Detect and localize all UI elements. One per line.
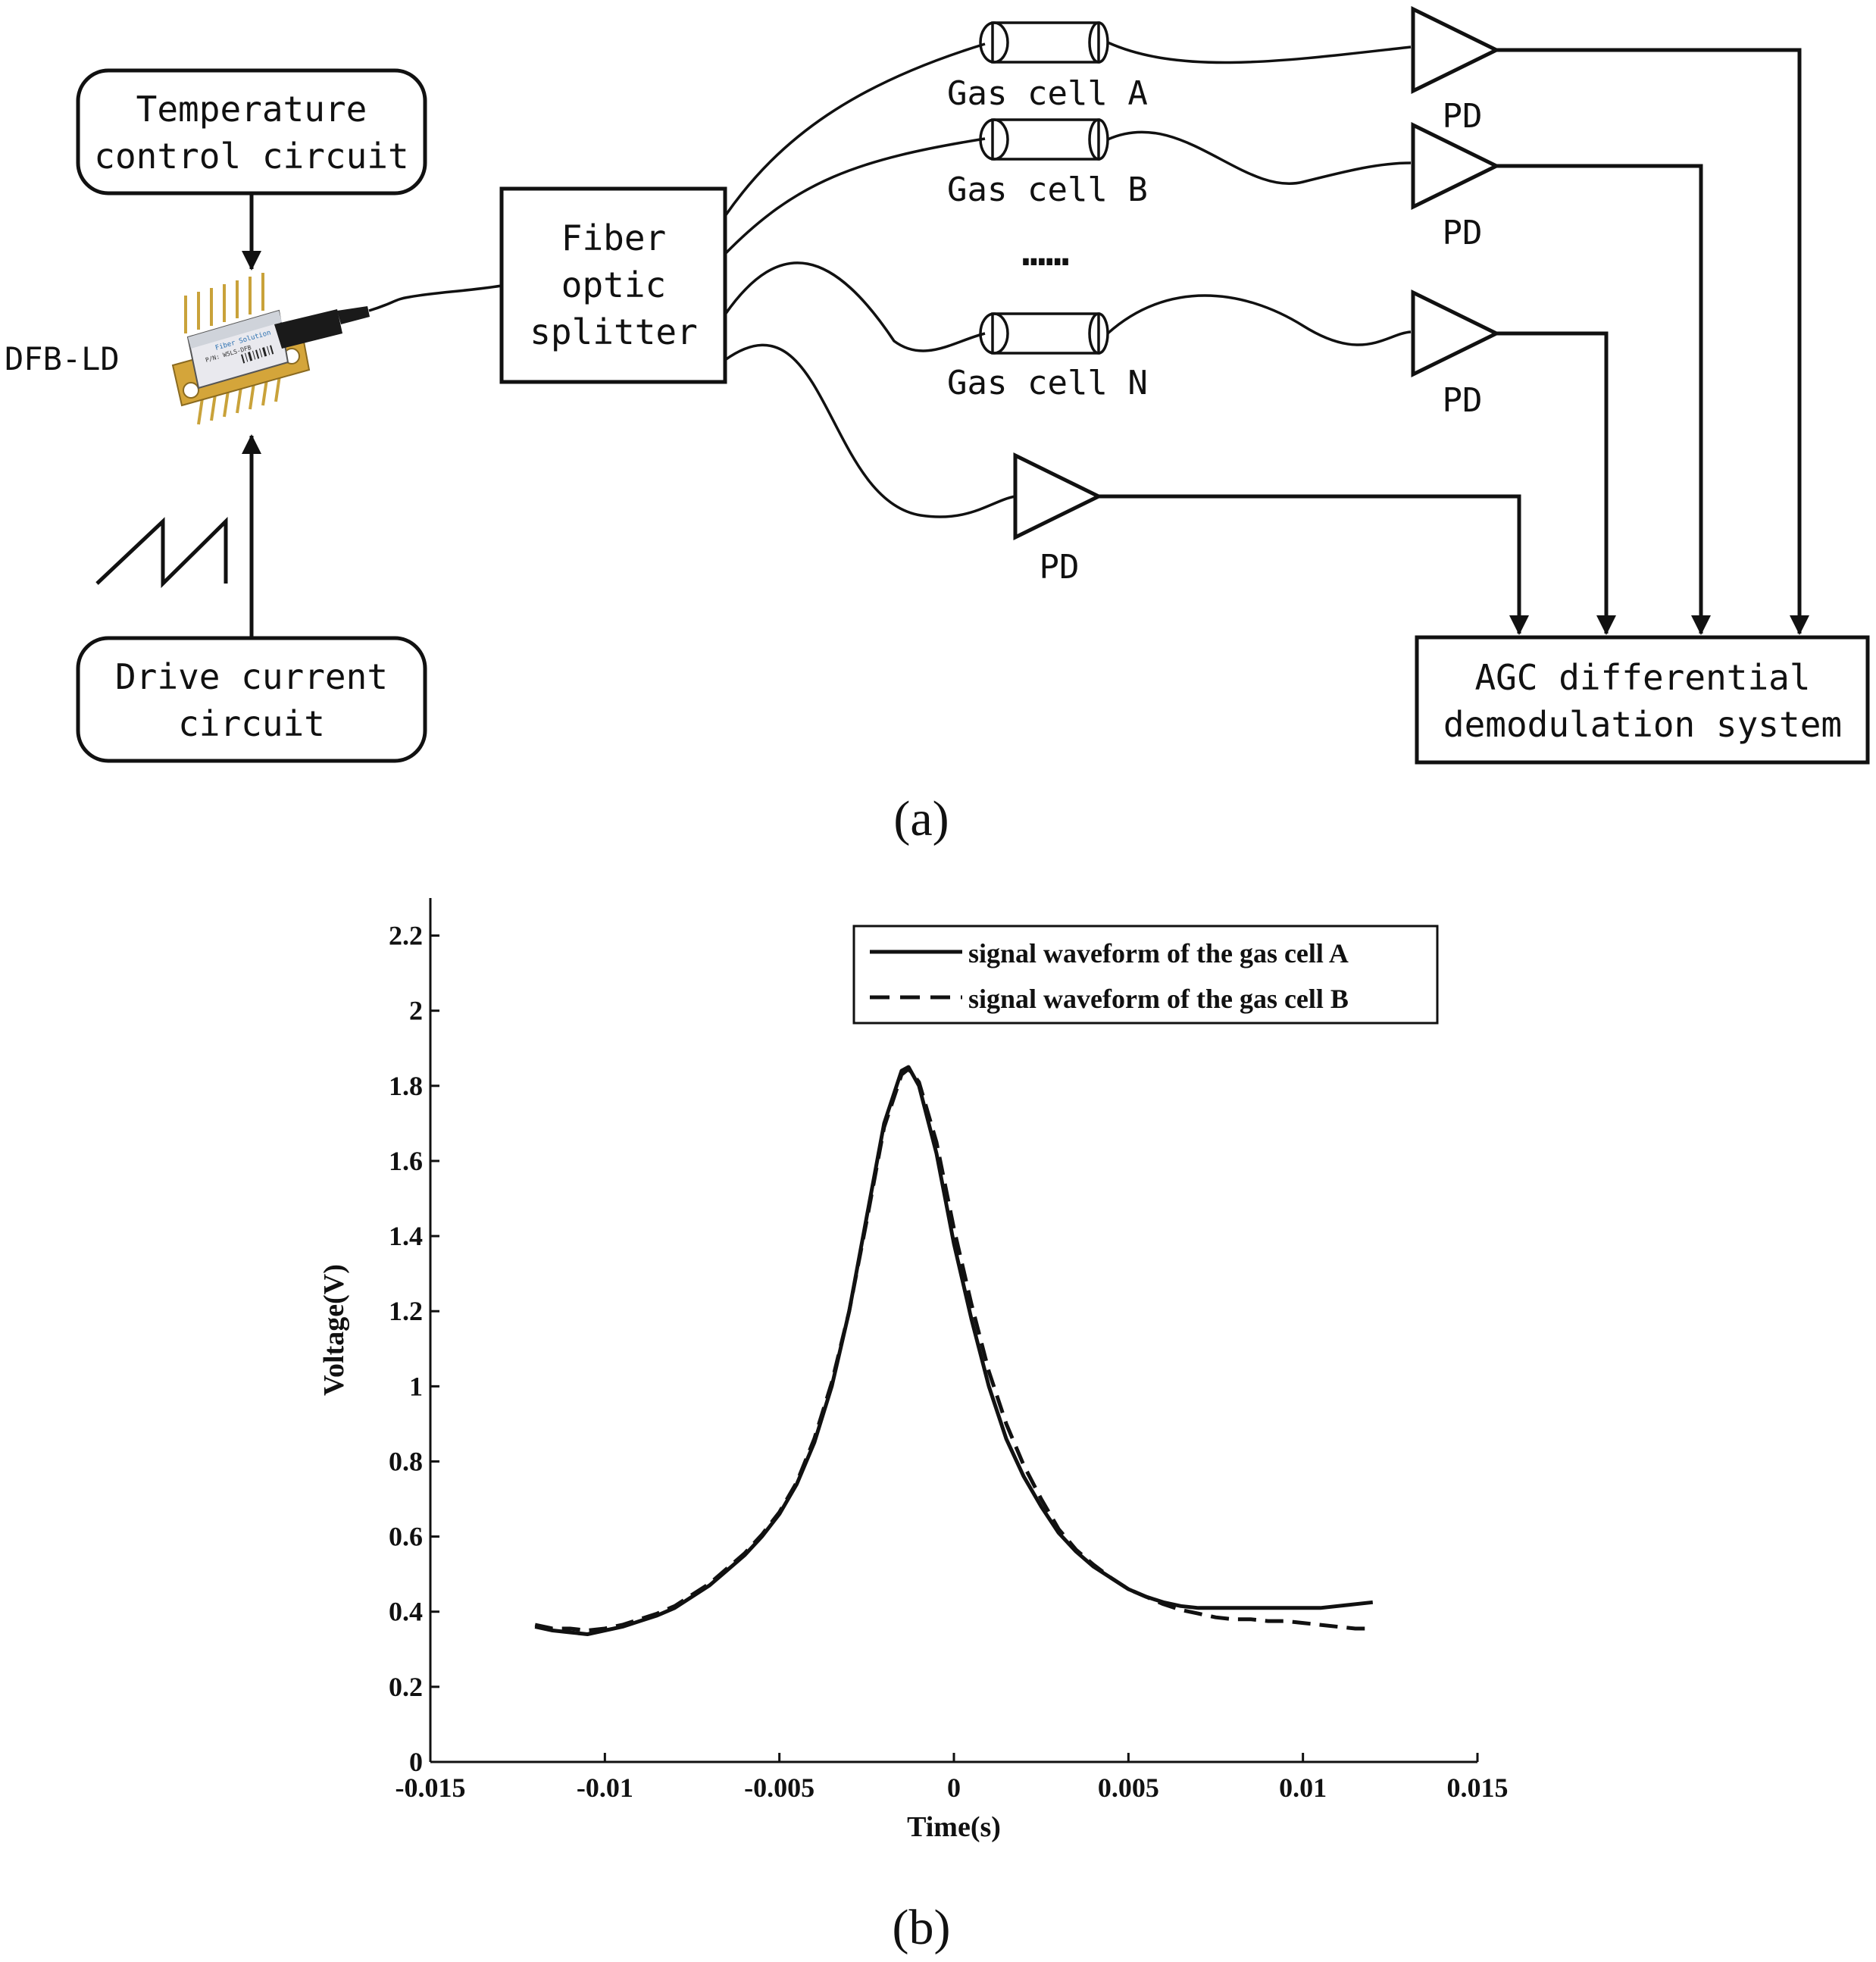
- y-tick-label: 0.2: [389, 1672, 423, 1702]
- fiber-to-gas-cell-n: [724, 261, 986, 352]
- drive-current-circuit-box: Drive current circuit: [76, 636, 427, 763]
- y-tick-label: 2: [409, 996, 423, 1026]
- chart-legend: signal waveform of the gas cell A signal…: [852, 925, 1439, 1025]
- fiber-gas-a-to-pd: [1107, 41, 1412, 64]
- x-tick-label: -0.01: [577, 1773, 633, 1803]
- laser-fiber: [368, 284, 502, 312]
- temperature-circuit-line-2: control circuit: [94, 136, 408, 177]
- x-tick-label: 0.01: [1279, 1773, 1327, 1803]
- voltage-waveform-chart: -0.015 -0.01 -0.005 0 0.005 0.01 0.015 0 0.2 0.4 0…: [318, 898, 1509, 1955]
- wire-pd-reference-to-agc: [1099, 494, 1529, 635]
- dfb-laser-icon: Fiber Solution P/N: W5LS-DFB: [171, 273, 370, 425]
- legend-entry-b: signal waveform of the gas cell B: [968, 984, 1349, 1014]
- fiber-gas-b-to-pd: [1107, 130, 1412, 185]
- fiber-gas-n-to-pd: [1106, 294, 1412, 346]
- y-tick-label: 0: [409, 1747, 423, 1777]
- agc-line-1: AGC differential: [1474, 657, 1810, 698]
- gas-cell-b-label: Gas cell B: [947, 171, 1148, 209]
- photodetector-b: PD: [1411, 121, 1501, 252]
- splitter-line-1: Fiber: [561, 217, 666, 258]
- splitter-line-3: splitter: [530, 311, 698, 352]
- temperature-control-circuit-box: Temperature control circuit: [76, 68, 427, 196]
- gas-cell-n-label: Gas cell N: [947, 364, 1148, 402]
- y-tick-label: 0.8: [389, 1446, 423, 1476]
- x-axis-label: Time(s): [907, 1811, 1001, 1843]
- gas-cell-a-label: Gas cell A: [947, 74, 1148, 113]
- x-tick-label: -0.005: [744, 1773, 814, 1803]
- pd-n-label: PD: [1443, 381, 1483, 420]
- wire-pd-b-to-agc: [1496, 164, 1711, 635]
- drive-circuit-line-2: circuit: [178, 703, 325, 744]
- fiber-to-gas-cell-b: [724, 137, 986, 255]
- photodetector-n: PD: [1411, 289, 1501, 420]
- drive-circuit-line-1: Drive current: [115, 656, 388, 697]
- y-tick-label: 1.6: [389, 1146, 423, 1176]
- agc-demodulation-system-box: AGC differential demodulation system: [1415, 635, 1870, 765]
- pd-b-label: PD: [1443, 214, 1483, 252]
- y-tick-label: 1.4: [389, 1221, 423, 1251]
- temperature-circuit-line-1: Temperature: [136, 89, 367, 130]
- y-tick-label: 2.2: [389, 921, 423, 951]
- x-tick-label: -0.015: [396, 1773, 466, 1803]
- photodetector-reference: PD: [1013, 452, 1103, 587]
- gas-cell-n: Gas cell N: [947, 312, 1148, 402]
- wire-pd-a-to-agc: [1496, 48, 1809, 635]
- chart-series: [534, 1065, 1374, 1636]
- agc-line-2: demodulation system: [1443, 704, 1842, 745]
- y-tick-label: 0.4: [389, 1597, 423, 1627]
- sawtooth-waveform-icon: [95, 517, 228, 588]
- y-tick-label: 0.6: [389, 1522, 423, 1552]
- fiber-optic-splitter-box: Fiber optic splitter: [499, 186, 727, 384]
- x-tick-label: 0.005: [1098, 1773, 1159, 1803]
- x-tick-label: 0.015: [1447, 1773, 1509, 1803]
- x-tick-label: 0: [947, 1773, 961, 1803]
- y-axis-label: Voltage(V): [318, 1264, 350, 1396]
- ellipsis-more-cells: ……: [1022, 230, 1070, 275]
- legend-box: [852, 925, 1439, 1025]
- gas-cell-a: Gas cell A: [947, 21, 1148, 113]
- fiber-to-reference-pd: [724, 343, 1016, 518]
- photodetector-a: PD: [1411, 5, 1501, 136]
- system-diagram: Temperature control circuit: [5, 5, 1870, 846]
- barcode-icon: [241, 345, 274, 364]
- series-gas-cell-b-line: [534, 1067, 1373, 1632]
- dfb-ld-label: DFB-LD: [5, 340, 120, 377]
- pd-reference-label: PD: [1040, 548, 1080, 587]
- pd-a-label: PD: [1443, 97, 1483, 136]
- chart-ticks: -0.015 -0.01 -0.005 0 0.005 0.01 0.015 0 0.2 0.4 0…: [389, 921, 1509, 1803]
- wire-pd-n-to-agc: [1496, 331, 1616, 635]
- splitter-line-2: optic: [561, 264, 666, 305]
- fiber-to-gas-cell-a: [724, 42, 986, 217]
- series-gas-cell-a-line: [534, 1065, 1374, 1636]
- y-tick-label: 1.2: [389, 1296, 423, 1326]
- y-tick-label: 1.8: [389, 1071, 423, 1101]
- caption-b: (b): [893, 1900, 951, 1955]
- gas-cell-b: Gas cell B: [947, 118, 1148, 209]
- y-tick-label: 1: [409, 1371, 423, 1401]
- legend-entry-a: signal waveform of the gas cell A: [968, 938, 1349, 968]
- caption-a: (a): [893, 791, 949, 846]
